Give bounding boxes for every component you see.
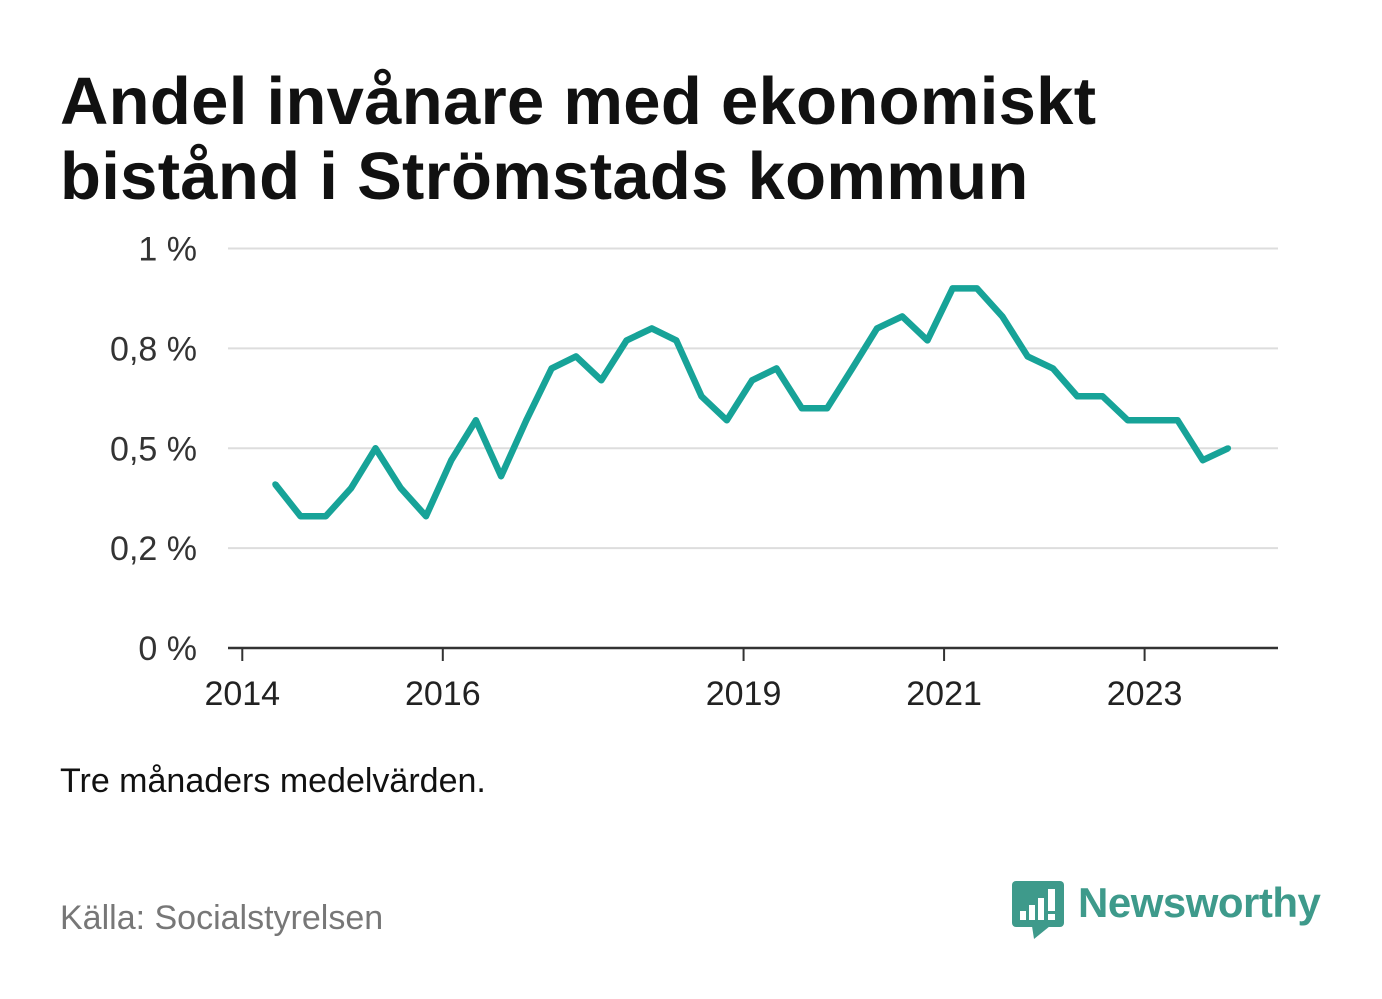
data-point — [372, 445, 379, 452]
data-point — [824, 405, 831, 412]
data-point — [523, 417, 530, 424]
data-point — [1049, 365, 1056, 372]
data-point — [849, 365, 856, 372]
x-tick-label: 2016 — [405, 675, 481, 713]
chart-title: Andel invånare med ekonomiskt bistånd i … — [60, 64, 1097, 214]
data-point — [348, 485, 355, 492]
gridlines — [228, 247, 1278, 550]
data-point — [322, 513, 329, 520]
data-point — [1124, 417, 1131, 424]
data-point — [974, 285, 980, 292]
brand-logo: Newsworthy — [1012, 879, 1321, 939]
data-point — [1024, 353, 1031, 360]
data-point — [448, 457, 455, 464]
data-point — [548, 365, 555, 372]
data-point — [673, 337, 680, 344]
line-chart: 0 % 0,2 % 0,5 % 0,8 % 1 % 2014 2016 2019 2021 202… — [110, 231, 1278, 713]
data-point — [472, 417, 479, 424]
data-point — [297, 513, 304, 520]
newsworthy-logo-icon — [1012, 881, 1064, 939]
source-label: Källa: Socialstyrelsen — [60, 899, 384, 937]
series-line — [272, 285, 1230, 520]
data-point — [924, 337, 931, 344]
y-tick-label: 0,8 % — [110, 330, 197, 368]
x-tick-label: 2014 — [204, 675, 280, 713]
data-point — [698, 393, 705, 400]
data-point — [1199, 457, 1206, 464]
data-point — [573, 353, 579, 360]
data-point — [1099, 393, 1106, 400]
data-point — [798, 405, 805, 412]
brand-name: Newsworthy — [1078, 879, 1321, 926]
data-point — [423, 513, 429, 520]
data-point — [723, 417, 730, 424]
y-tick-label: 0,5 % — [110, 430, 197, 468]
y-tick-label: 0,2 % — [110, 530, 197, 568]
series — [272, 285, 1232, 520]
data-point — [749, 377, 756, 384]
data-point — [623, 337, 630, 344]
data-point — [1150, 417, 1157, 424]
data-point — [598, 377, 605, 384]
data-point — [874, 325, 880, 332]
x-tick-label: 2019 — [706, 675, 782, 713]
data-point — [1074, 393, 1081, 400]
data-point — [999, 313, 1006, 320]
data-point — [899, 313, 906, 320]
y-axis: 0 % 0,2 % 0,5 % 0,8 % 1 % — [110, 231, 197, 669]
x-tick-label: 2023 — [1107, 675, 1183, 713]
data-point — [1225, 445, 1232, 452]
data-point — [498, 473, 505, 480]
y-tick-label: 0 % — [138, 630, 197, 668]
data-point — [397, 485, 404, 492]
data-point — [773, 365, 780, 372]
data-point — [1174, 417, 1181, 424]
data-point — [949, 285, 956, 292]
data-point — [272, 481, 279, 488]
y-tick-label: 1 % — [138, 231, 197, 269]
chart-note: Tre månaders medelvärden. — [60, 762, 486, 800]
x-tick-label: 2021 — [906, 675, 982, 713]
data-point — [648, 325, 655, 332]
x-axis: 2014 2016 2019 2021 2023 — [204, 646, 1278, 713]
